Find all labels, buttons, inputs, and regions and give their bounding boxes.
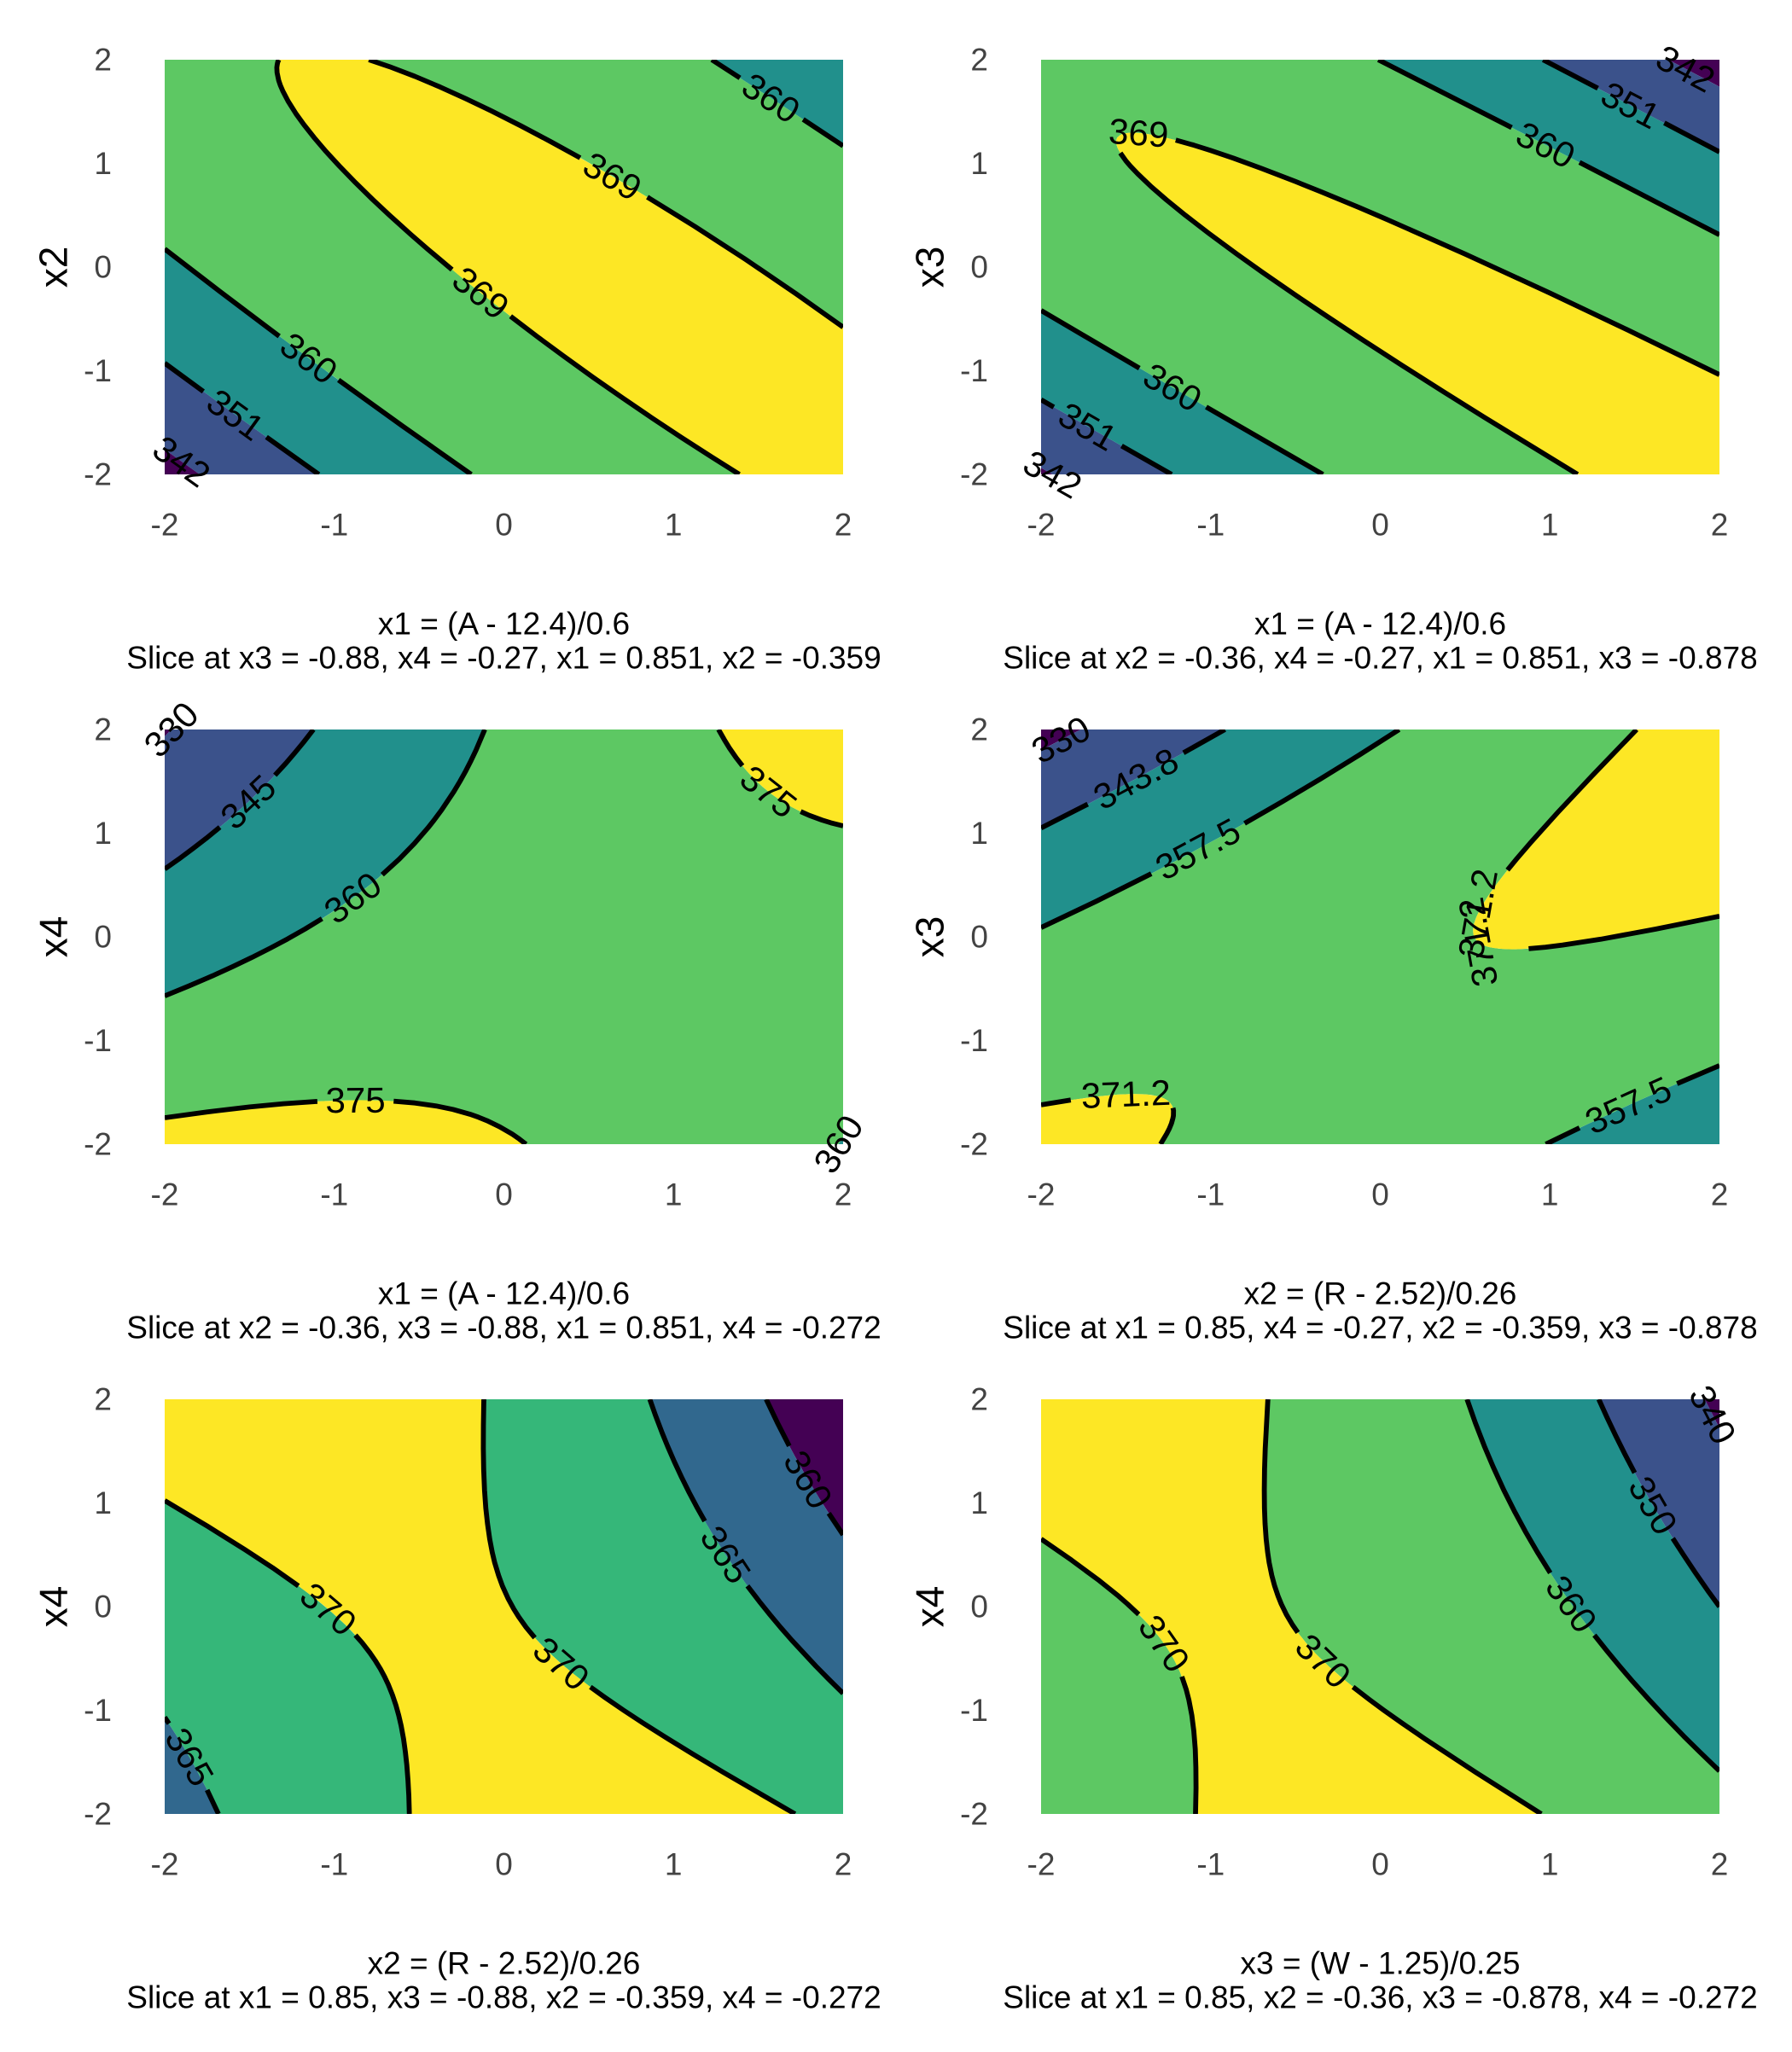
svg-text:2: 2 [1711, 1177, 1729, 1212]
svg-text:0: 0 [1371, 1177, 1389, 1212]
svg-text:-1: -1 [960, 1023, 988, 1058]
svg-text:x2 = (R - 2.52)/0.26: x2 = (R - 2.52)/0.26 [1244, 1276, 1517, 1311]
svg-text:x3: x3 [907, 916, 951, 958]
svg-text:0: 0 [1371, 1847, 1389, 1882]
svg-text:-2: -2 [84, 1127, 112, 1162]
svg-text:Slice at x3 = -0.88, x4 = -0.2: Slice at x3 = -0.88, x4 = -0.27, x1 = 0.… [126, 641, 881, 676]
svg-text:2: 2 [970, 43, 988, 78]
svg-text:-2: -2 [84, 1797, 112, 1832]
svg-text:-2: -2 [960, 457, 988, 492]
svg-text:-1: -1 [320, 1177, 348, 1212]
svg-text:-1: -1 [320, 1847, 348, 1882]
svg-text:-1: -1 [84, 353, 112, 388]
svg-text:0: 0 [495, 508, 513, 543]
svg-text:-1: -1 [84, 1693, 112, 1728]
svg-text:2: 2 [94, 712, 112, 747]
svg-text:0: 0 [970, 1590, 988, 1625]
svg-text:2: 2 [1711, 1847, 1729, 1882]
svg-text:0: 0 [970, 920, 988, 955]
svg-text:369: 369 [1108, 111, 1170, 155]
svg-text:x3 = (W - 1.25)/0.25: x3 = (W - 1.25)/0.25 [1241, 1946, 1521, 1981]
svg-text:2: 2 [835, 508, 852, 543]
svg-text:-2: -2 [960, 1797, 988, 1832]
svg-text:x3: x3 [907, 247, 951, 288]
svg-text:2: 2 [835, 1177, 852, 1212]
svg-text:1: 1 [94, 1485, 112, 1520]
svg-text:Slice at x1 = 0.85, x2 = -0.36: Slice at x1 = 0.85, x2 = -0.36, x3 = -0.… [1003, 1980, 1757, 2015]
svg-text:-1: -1 [1196, 508, 1225, 543]
svg-text:x4: x4 [31, 1586, 75, 1628]
svg-text:x2: x2 [31, 247, 75, 288]
svg-text:2: 2 [1711, 508, 1729, 543]
svg-text:-2: -2 [1027, 508, 1056, 543]
svg-text:x4: x4 [907, 1586, 951, 1628]
svg-text:x1 = (A - 12.4)/0.6: x1 = (A - 12.4)/0.6 [1254, 607, 1506, 642]
svg-text:Slice at x1 = 0.85, x4 = -0.27: Slice at x1 = 0.85, x4 = -0.27, x2 = -0.… [1003, 1311, 1757, 1346]
svg-text:1: 1 [970, 816, 988, 851]
svg-text:1: 1 [1541, 1847, 1559, 1882]
svg-text:1: 1 [94, 146, 112, 181]
svg-text:1: 1 [970, 146, 988, 181]
svg-text:-2: -2 [151, 508, 179, 543]
svg-text:0: 0 [495, 1847, 513, 1882]
svg-text:0: 0 [495, 1177, 513, 1212]
svg-text:1: 1 [1541, 1177, 1559, 1212]
svg-text:x1 = (A - 12.4)/0.6: x1 = (A - 12.4)/0.6 [378, 607, 630, 642]
svg-text:x4: x4 [31, 916, 75, 958]
svg-text:2: 2 [835, 1847, 852, 1882]
svg-text:2: 2 [970, 1382, 988, 1417]
svg-text:-1: -1 [84, 1023, 112, 1058]
svg-text:Slice at x2 = -0.36, x4 = -0.2: Slice at x2 = -0.36, x4 = -0.27, x1 = 0.… [1003, 641, 1757, 676]
svg-text:-2: -2 [151, 1177, 179, 1212]
svg-text:1: 1 [665, 1847, 683, 1882]
svg-text:0: 0 [970, 250, 988, 285]
svg-text:-1: -1 [960, 353, 988, 388]
svg-text:0: 0 [94, 1590, 112, 1625]
svg-text:1: 1 [1541, 508, 1559, 543]
svg-text:-1: -1 [320, 508, 348, 543]
svg-text:-2: -2 [1027, 1847, 1056, 1882]
svg-text:-2: -2 [960, 1127, 988, 1162]
svg-text:371.2: 371.2 [1080, 1073, 1172, 1116]
svg-text:1: 1 [665, 508, 683, 543]
svg-text:2: 2 [970, 712, 988, 747]
svg-text:0: 0 [94, 250, 112, 285]
svg-text:-2: -2 [1027, 1177, 1056, 1212]
svg-text:1: 1 [94, 816, 112, 851]
svg-text:x2 = (R - 2.52)/0.26: x2 = (R - 2.52)/0.26 [368, 1946, 641, 1981]
svg-text:x1 = (A - 12.4)/0.6: x1 = (A - 12.4)/0.6 [378, 1276, 630, 1311]
svg-text:Slice at x1 = 0.85, x3 = -0.88: Slice at x1 = 0.85, x3 = -0.88, x2 = -0.… [126, 1980, 881, 2015]
svg-text:Slice at x2 = -0.36, x3 = -0.8: Slice at x2 = -0.36, x3 = -0.88, x1 = 0.… [126, 1311, 881, 1346]
svg-text:2: 2 [94, 1382, 112, 1417]
svg-text:2: 2 [94, 43, 112, 78]
svg-text:-2: -2 [151, 1847, 179, 1882]
svg-text:-2: -2 [84, 457, 112, 492]
svg-text:0: 0 [94, 920, 112, 955]
svg-text:375: 375 [325, 1080, 385, 1120]
svg-text:1: 1 [665, 1177, 683, 1212]
svg-text:-1: -1 [1196, 1847, 1225, 1882]
svg-text:1: 1 [970, 1485, 988, 1520]
svg-text:-1: -1 [1196, 1177, 1225, 1212]
svg-text:-1: -1 [960, 1693, 988, 1728]
svg-text:0: 0 [1371, 508, 1389, 543]
